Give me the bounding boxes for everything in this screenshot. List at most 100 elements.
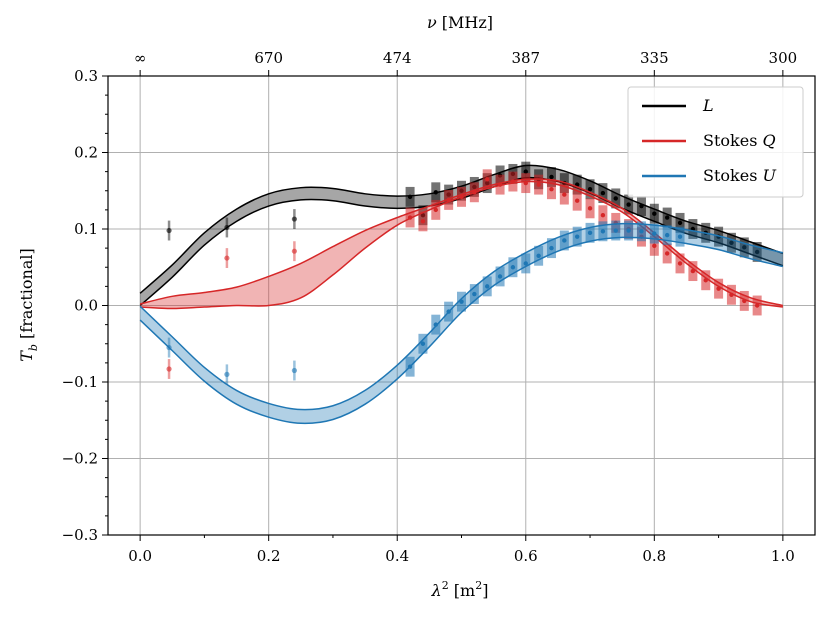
data-point-stokes-q	[652, 243, 657, 249]
data-point-l	[407, 194, 413, 200]
aux-point-stokes-u	[291, 367, 297, 374]
x-axis-label: λ2 [m2]	[431, 579, 489, 600]
legend-label-l: L	[702, 96, 714, 115]
data-point-stokes-u	[510, 265, 516, 270]
y-tick-label: 0.2	[74, 144, 98, 162]
x-tick-label: 1.0	[771, 547, 795, 565]
series-stokes-u	[139, 220, 784, 425]
y-tick-label: 0.0	[74, 297, 98, 315]
data-point-stokes-u	[574, 234, 580, 239]
data-point-l	[729, 240, 734, 245]
data-point-stokes-u	[433, 322, 438, 327]
data-point-l	[754, 249, 760, 255]
data-point-stokes-u	[523, 261, 528, 266]
x-tick-label: 0.4	[385, 547, 409, 565]
data-point-l	[652, 211, 657, 216]
data-point-stokes-u	[677, 234, 683, 239]
data-point-l	[587, 187, 593, 192]
data-point-stokes-u	[549, 245, 554, 251]
data-point-stokes-u	[664, 232, 670, 238]
data-point-stokes-q	[562, 192, 567, 197]
data-point-stokes-q	[536, 182, 541, 187]
data-point-l	[664, 215, 670, 220]
data-point-l	[433, 190, 438, 195]
data-point-stokes-q	[485, 177, 490, 182]
data-point-stokes-q	[664, 251, 670, 256]
data-point-l	[523, 169, 528, 174]
data-point-stokes-u	[587, 230, 593, 236]
aux-point-stokes-u	[224, 371, 230, 377]
data-point-l	[626, 202, 631, 207]
data-point-l	[600, 190, 606, 196]
data-point-l	[639, 203, 644, 209]
data-point-stokes-u	[562, 238, 567, 243]
data-point-stokes-q	[587, 206, 593, 211]
top-axis-label: ν [MHz]	[427, 13, 493, 32]
data-point-stokes-q	[497, 182, 503, 187]
data-point-l	[613, 196, 618, 201]
top-tick-label: ∞	[134, 49, 147, 67]
data-point-stokes-u	[536, 253, 541, 258]
top-tick-label: 387	[511, 49, 540, 67]
data-point-stokes-u	[459, 299, 464, 304]
data-point-l	[549, 174, 554, 180]
data-point-stokes-q	[510, 179, 516, 184]
series-layer	[139, 161, 784, 425]
series-stokes-q	[139, 169, 784, 379]
data-point-stokes-u	[446, 309, 451, 314]
y-tick-label: −0.1	[62, 373, 98, 391]
x-tick-label: 0.6	[514, 547, 538, 565]
y-axis-label: Tb [fractional]	[17, 248, 40, 362]
data-point-stokes-q	[600, 213, 606, 218]
model-band-stokes-u	[140, 223, 783, 424]
data-point-stokes-q	[716, 286, 721, 291]
data-point-stokes-q	[754, 303, 760, 308]
data-point-stokes-u	[613, 228, 618, 233]
data-point-stokes-q	[677, 261, 683, 266]
data-point-l	[742, 245, 747, 250]
y-tick-label: −0.3	[62, 526, 98, 544]
top-tick-label: 670	[254, 49, 283, 67]
y-tick-label: 0.1	[74, 220, 98, 238]
data-point-stokes-q	[703, 278, 708, 283]
aux-point-stokes-q	[224, 255, 230, 261]
data-point-stokes-q	[446, 197, 451, 203]
top-tick-label: 335	[640, 49, 669, 67]
data-point-stokes-q	[729, 292, 734, 297]
top-tick-label: 300	[769, 49, 798, 67]
data-point-stokes-q	[459, 194, 464, 200]
data-point-stokes-u	[626, 228, 631, 233]
y-tick-label: 0.3	[74, 67, 98, 85]
model-band-l	[140, 165, 783, 306]
data-point-stokes-u	[472, 291, 477, 297]
data-point-stokes-q	[420, 219, 426, 224]
data-point-stokes-u	[407, 364, 413, 369]
data-point-stokes-q	[574, 198, 580, 203]
data-point-stokes-u	[497, 274, 503, 279]
data-point-stokes-q	[549, 187, 554, 192]
data-point-stokes-u	[600, 229, 606, 234]
aux-point-stokes-q	[166, 366, 172, 372]
data-point-stokes-u	[639, 229, 644, 234]
data-point-stokes-q	[433, 207, 438, 213]
data-point-l	[574, 182, 580, 187]
aux-point-l	[291, 216, 297, 222]
aux-point-stokes-q	[291, 248, 297, 254]
data-point-stokes-u	[485, 284, 490, 289]
data-point-stokes-q	[523, 180, 528, 186]
legend-label-stokes-u: Stokes U	[703, 166, 776, 185]
x-tick-label: 0.8	[642, 547, 666, 565]
x-tick-label: 0.0	[128, 547, 152, 565]
y-tick-label: −0.2	[62, 450, 98, 468]
data-point-stokes-q	[690, 268, 696, 274]
legend-label-stokes-q: Stokes Q	[703, 131, 776, 150]
data-point-stokes-q	[407, 215, 413, 220]
data-point-stokes-u	[420, 341, 426, 346]
x-tick-label: 0.2	[257, 547, 281, 565]
aux-point-stokes-u	[166, 344, 172, 351]
aux-point-l	[166, 227, 172, 234]
top-tick-label: 474	[383, 49, 412, 67]
data-point-l	[677, 220, 683, 226]
legend: L Stokes Q Stokes U	[627, 86, 804, 198]
